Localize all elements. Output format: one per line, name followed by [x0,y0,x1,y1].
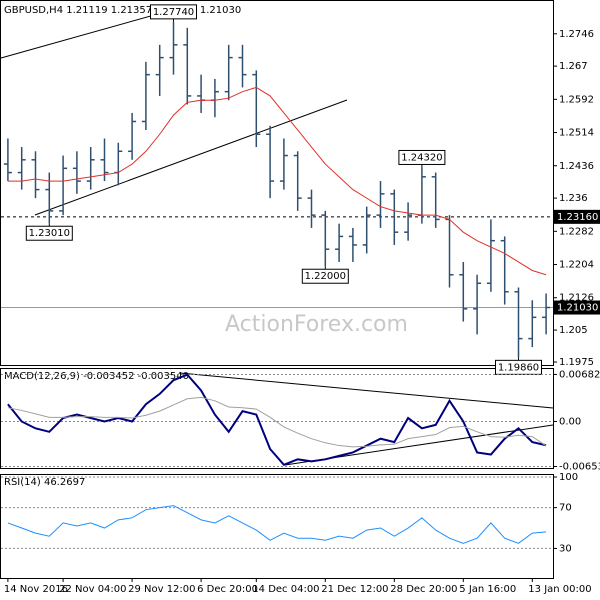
x-tick-label: 13 Jan 00:00 [528,584,591,595]
y-tick-label: 1.2204 [559,260,594,271]
y-tick-label: 1.205 [559,325,588,336]
price-label: 1.23010 [29,228,70,239]
y-tick-label: 1.2282 [559,226,594,237]
price-label: 1.22000 [305,271,346,282]
price-panel [0,0,554,366]
y-tick-label: 70 [559,503,572,514]
series-line [7,373,547,467]
trend-line [34,99,348,216]
y-tick-label: 1.2592 [559,94,594,105]
rsi-panel [0,474,554,579]
y-tick-label: 1.2436 [559,161,594,172]
price-label-box [25,225,73,241]
watermark: ActionForex.com [225,312,408,337]
y-tick-label: 1.2126 [559,293,594,304]
chart-title: GBPUSD,H4 1.21119 1.21357 1.20918 1.2103… [4,5,241,16]
y-tick-label: 1.267 [559,61,588,72]
x-tick-label: 6 Dec 20:00 [197,584,258,595]
rsi-title: RSI(14) 46.2697 [4,477,85,488]
y-tick-label: -0.006538 [559,461,600,472]
price-label: 1.24320 [401,152,442,163]
macd-panel [0,368,554,469]
y-tick-label: 100 [559,472,578,483]
macd-title: MACD(12,26,9) -0.003452 -0.003540 [4,371,189,382]
x-tick-label: 14 Dec 04:00 [252,584,319,595]
level-label: 1.23160 [557,212,598,223]
y-tick-label: 1.1975 [559,357,594,368]
price-label: 1.19860 [498,362,539,373]
y-tick-label: 1.236 [559,193,588,204]
y-tick-label: 0.006829 [559,369,600,380]
y-tick-label: 30 [559,543,572,554]
y-tick-label: 1.2746 [559,29,594,40]
trend-line [179,372,554,409]
level-label-box [554,209,600,224]
price-label-box [301,268,349,284]
x-tick-label: 14 Nov 2016 [4,584,68,595]
moving-average [7,86,547,276]
price-label-box [398,149,446,165]
x-tick-label: 5 Jan 16:00 [459,584,516,595]
price-label: 1.27740 [153,7,194,18]
series-line [7,505,547,544]
series-line [7,396,547,448]
level-label: 1.21030 [557,303,598,314]
level-label-box [554,300,600,315]
price-label-box [150,4,197,20]
y-tick-label: 1.2514 [559,128,594,139]
y-tick-label: 0.00 [559,416,581,427]
x-tick-label: 29 Nov 12:00 [128,584,195,595]
x-tick-label: 22 Nov 04:00 [59,584,126,595]
x-tick-label: 21 Dec 12:00 [321,584,388,595]
x-tick-label: 28 Dec 20:00 [390,584,457,595]
